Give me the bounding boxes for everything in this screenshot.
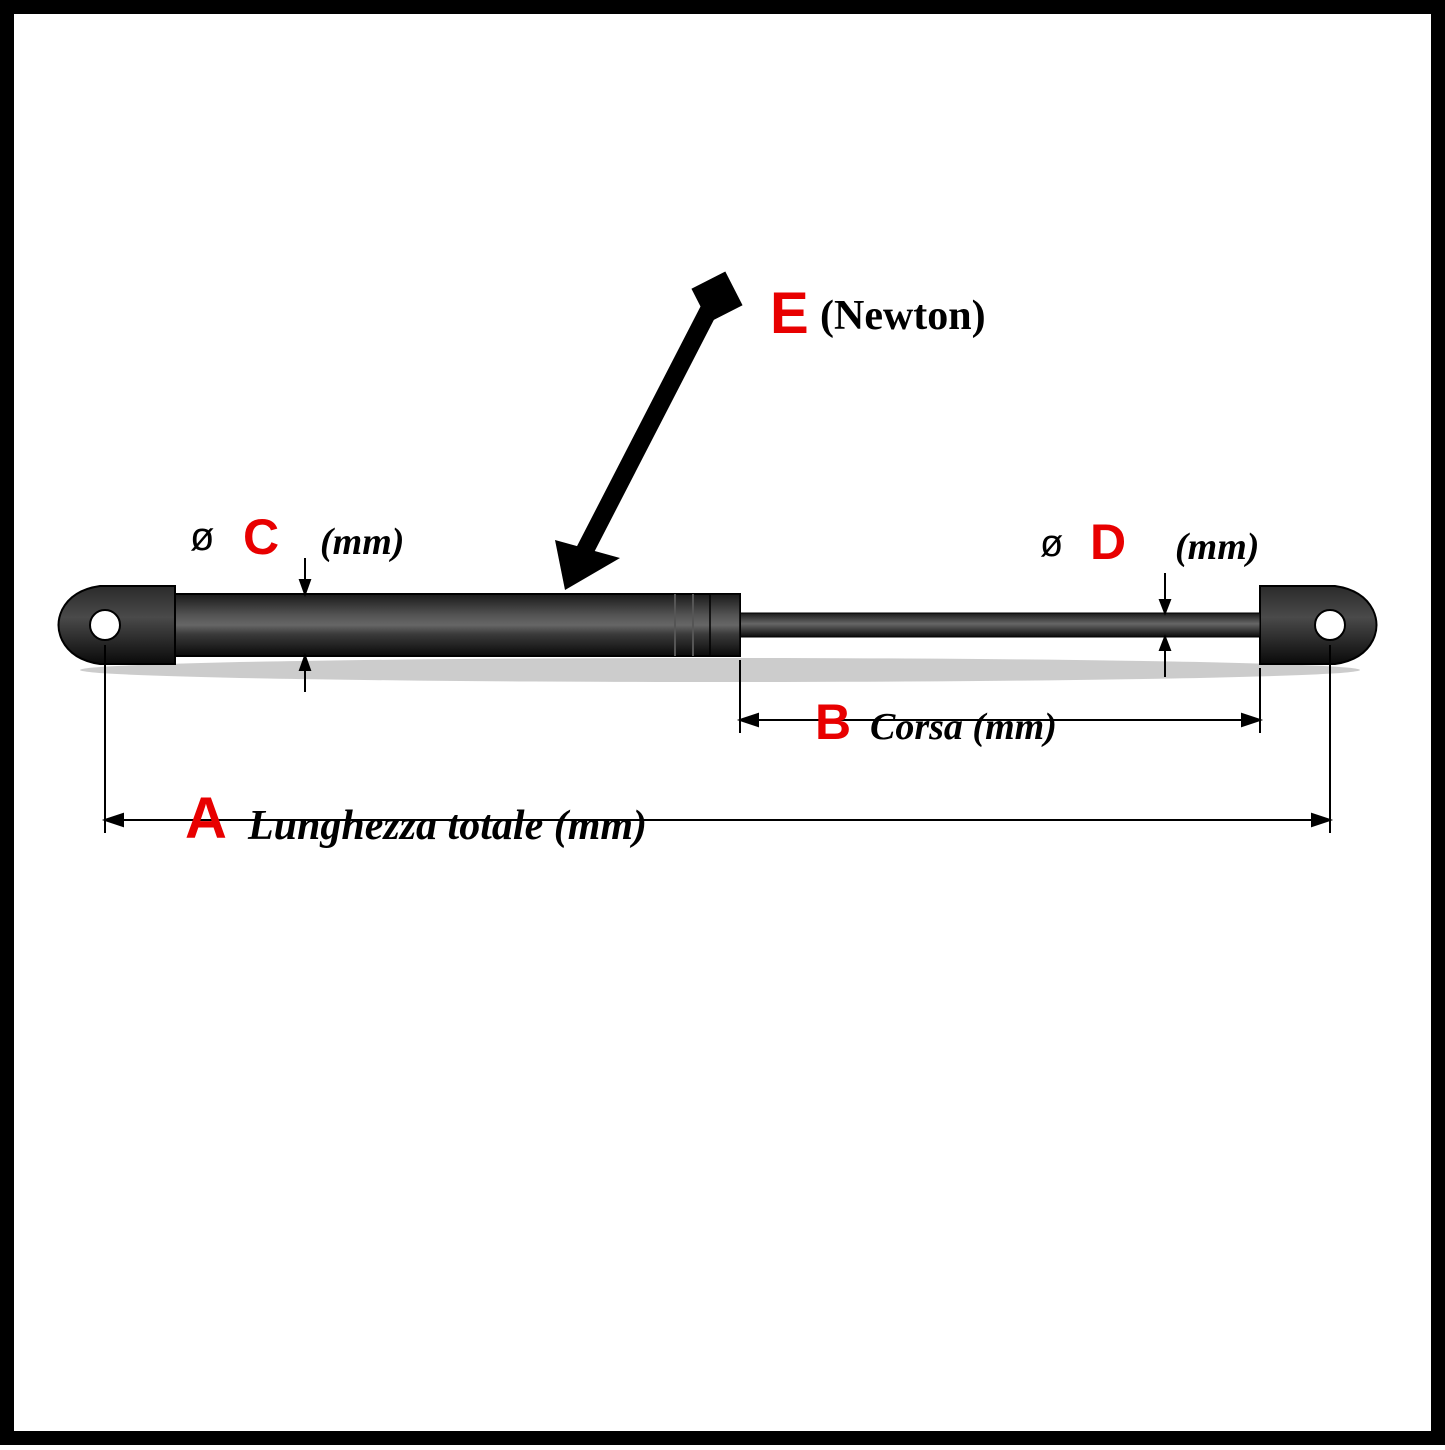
gas-spring-svg bbox=[0, 0, 1445, 1445]
label-d-letter: D bbox=[1090, 513, 1126, 571]
label-d-text: (mm) bbox=[1175, 525, 1259, 569]
label-d-prefix: ø bbox=[1040, 523, 1063, 566]
label-c-text: (mm) bbox=[320, 520, 404, 564]
strut-body bbox=[175, 594, 740, 656]
label-e-text: (Newton) bbox=[820, 292, 986, 340]
diagram-container: E (Newton) ø C (mm) ø D (mm) B Corsa (mm… bbox=[0, 0, 1445, 1445]
label-e-letter: E bbox=[770, 280, 809, 347]
label-a-text: Lunghezza totale (mm) bbox=[248, 802, 647, 850]
label-b-text: Corsa (mm) bbox=[870, 705, 1057, 749]
label-c-letter: C bbox=[243, 508, 279, 566]
label-b-letter: B bbox=[815, 693, 851, 751]
force-arrow-e bbox=[555, 271, 743, 590]
body-endcap bbox=[710, 594, 740, 656]
strut-rod bbox=[740, 613, 1260, 637]
right-eyelet bbox=[1260, 586, 1377, 664]
label-c-prefix: ø bbox=[190, 515, 214, 560]
left-eyelet bbox=[59, 586, 176, 664]
label-a-letter: A bbox=[185, 785, 227, 852]
strut-shadow bbox=[80, 658, 1360, 682]
